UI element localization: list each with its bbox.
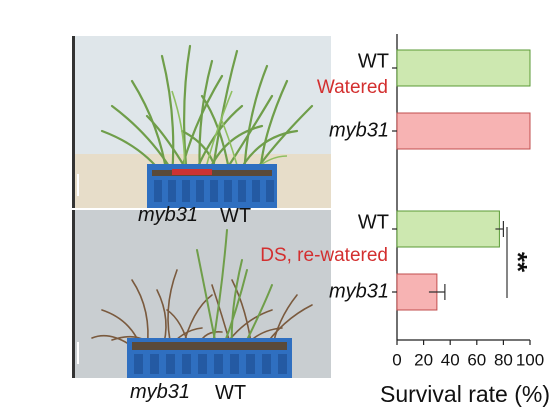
photo-rewatered-plants [72,210,331,378]
bar-1-0 [396,210,500,248]
bar-category-label: myb31 [329,280,389,302]
bar-category-label: myb31 [329,119,389,141]
rewatered-plants-image [72,210,331,378]
significance-label: ** [503,252,533,273]
watered-plants-image [72,36,331,208]
condition-label: Watered [317,77,388,98]
x-tick-label: 100 [516,350,544,369]
bar-0-0 [396,49,531,87]
photo-top-wt-label: WT [220,205,252,227]
photo-watered-plants [72,36,331,208]
x-tick-label: 80 [494,350,513,369]
bar-category-label: WT [358,50,389,72]
x-axis-title: Survival rate (%) [380,381,550,407]
x-tick-label: 0 [392,350,401,369]
photo-bottom-wt-label: WT [215,382,247,404]
x-tick-label: 20 [414,350,433,369]
bar-0-1 [396,112,531,150]
bar-category-label: WT [358,211,389,233]
photo-bottom-genotype-label: myb31 [130,381,191,403]
x-tick-label: 40 [441,350,460,369]
x-tick-label: 60 [467,350,486,369]
condition-label: DS, re-watered [260,245,388,266]
photo-top-genotype-label: myb31 [138,204,199,226]
